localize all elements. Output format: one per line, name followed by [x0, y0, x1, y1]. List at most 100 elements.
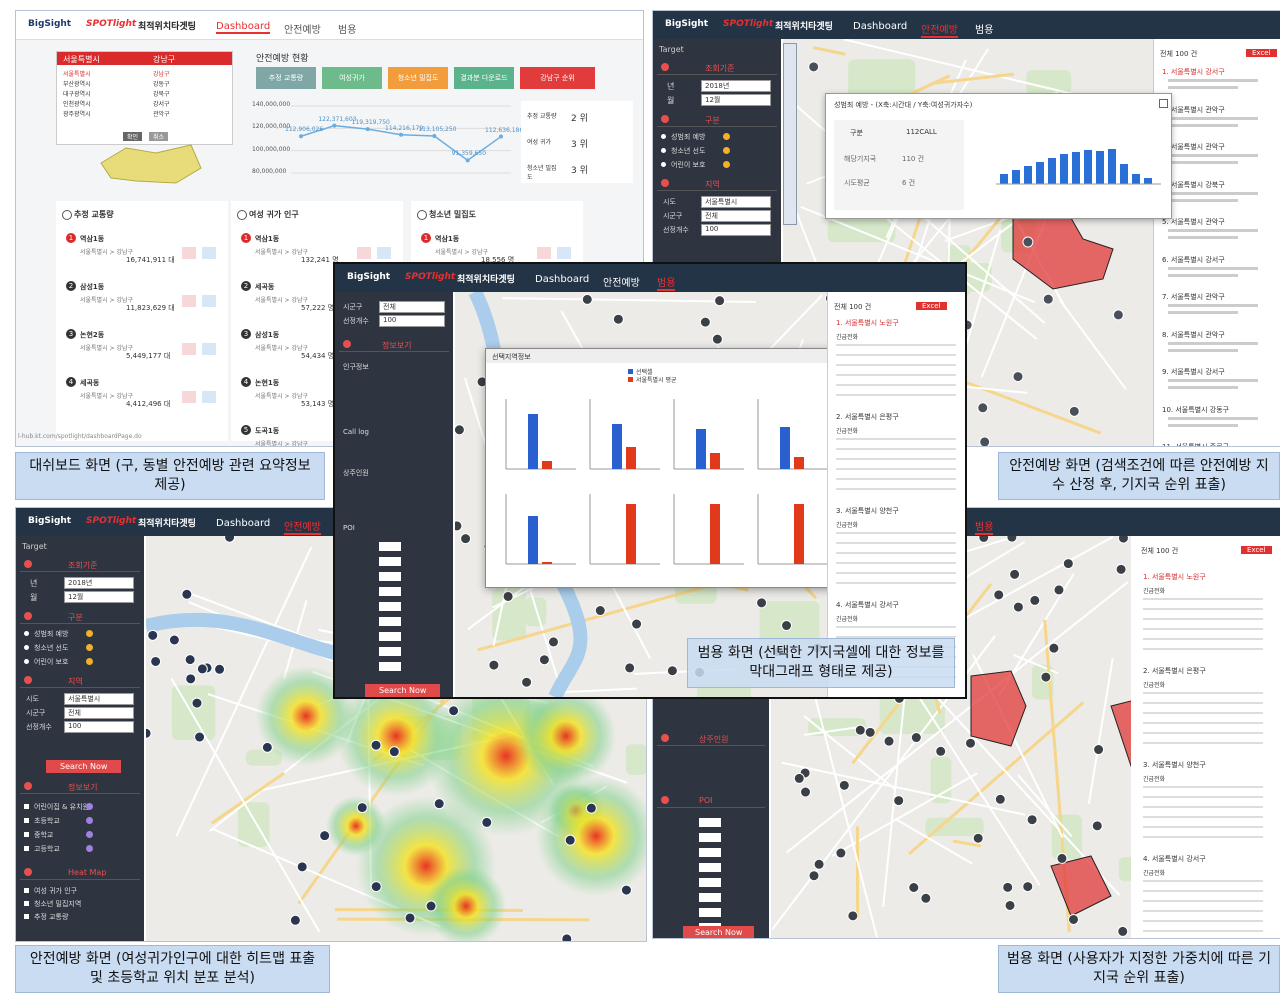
option-label[interactable]: 어린이 보호: [671, 161, 706, 169]
select-box: [379, 617, 401, 626]
result-item[interactable]: 8. 서울특별시 관악구: [1162, 330, 1225, 339]
region-option[interactable]: 서울특별시: [63, 71, 91, 78]
bar: [1036, 162, 1044, 184]
select-value[interactable]: 서울특별시: [705, 198, 738, 206]
tab-label[interactable]: 추정 교통량: [268, 74, 304, 82]
select-value[interactable]: 100: [383, 316, 397, 324]
result-item[interactable]: 11. 서울특별시 종로구: [1162, 443, 1230, 447]
result-item[interactable]: 10. 서울특별시 강동구: [1162, 405, 1230, 414]
result-item[interactable]: 6. 서울특별시 강서구: [1162, 255, 1225, 264]
section-line: [20, 571, 140, 572]
region-option[interactable]: 강북구: [153, 91, 170, 98]
layer-label[interactable]: 청소년 밀집지역: [34, 900, 82, 908]
nav-item[interactable]: 범용: [657, 274, 676, 291]
result-item[interactable]: 2. 서울특별시 관악구: [1162, 105, 1225, 114]
select-value[interactable]: 2018년: [68, 579, 93, 587]
result-item[interactable]: 4. 서울특별시 강서구: [836, 601, 899, 609]
excel-button[interactable]: Excel: [1241, 546, 1272, 554]
select-value[interactable]: 2018년: [705, 82, 730, 90]
select-value[interactable]: 전체: [383, 303, 396, 311]
result-item[interactable]: 3. 서울특별시 양천구: [836, 507, 899, 515]
result-item[interactable]: 3. 서울특별시 양천구: [1143, 761, 1206, 769]
map-marker: [433, 798, 445, 810]
result-detail: [1143, 786, 1263, 788]
tab-label[interactable]: 청소년 밀집도: [397, 74, 439, 82]
region-option[interactable]: 관악구: [153, 111, 170, 118]
tab-label[interactable]: 결과분 다운로드: [460, 74, 508, 82]
result-item[interactable]: 9. 서울특별시 강서구: [1162, 368, 1225, 376]
nav-item[interactable]: 범용: [975, 518, 994, 535]
result-item[interactable]: 1. 서울특별시 강서구: [1162, 68, 1225, 76]
result-item[interactable]: 1. 서울특별시 노원구: [836, 319, 899, 327]
region-sigungu[interactable]: 강남구: [153, 55, 176, 64]
section-icon: [661, 179, 669, 187]
excel-button[interactable]: Excel: [1246, 49, 1277, 57]
result-item[interactable]: 2. 서울특별시 은평구: [1143, 667, 1206, 675]
map-marker: [191, 697, 203, 709]
nav-item[interactable]: 범용: [338, 25, 357, 36]
option-label[interactable]: 청소년 선도: [34, 644, 69, 652]
tab-button[interactable]: 추정 교통량: [256, 67, 316, 89]
layer-label[interactable]: 중학교: [34, 831, 54, 839]
nav-item[interactable]: Dashboard: [216, 518, 271, 529]
cancel-button[interactable]: 취소: [149, 132, 169, 141]
option-label[interactable]: 성범죄 예방: [671, 133, 706, 141]
search-button[interactable]: Search Now: [365, 684, 441, 697]
select-value[interactable]: 전체: [68, 709, 81, 717]
brand: SPOTlight: [723, 19, 774, 29]
result-item[interactable]: 3. 서울특별시 관악구: [1162, 143, 1225, 151]
result-item[interactable]: 1. 서울특별시 노원구: [1143, 573, 1206, 581]
excel-button[interactable]: Excel: [916, 302, 947, 310]
layer-label[interactable]: 어린이집 & 유치원: [34, 803, 89, 811]
search-button[interactable]: Search Now: [46, 760, 122, 773]
ok-button[interactable]: 확인: [123, 132, 143, 141]
layer-label[interactable]: 고등학교: [34, 845, 60, 853]
region-option[interactable]: 강서구: [153, 101, 170, 108]
result-item[interactable]: 4. 서울특별시 강북구: [1162, 180, 1225, 189]
nav-item[interactable]: 안전예방: [921, 21, 958, 38]
tab-button[interactable]: 청소년 밀집도: [388, 67, 448, 89]
heat-blob: [426, 866, 506, 941]
result-item[interactable]: 5. 서울특별시 관악구: [1162, 218, 1225, 226]
tab-label[interactable]: 강남구 순위: [540, 74, 575, 82]
result-item[interactable]: 4. 서울특별시 강서구: [1143, 855, 1206, 863]
region-option[interactable]: 부산광역시: [63, 81, 91, 88]
option-label[interactable]: 청소년 선도: [671, 147, 706, 155]
layer-label[interactable]: 추정 교통량: [34, 913, 69, 921]
brand: SPOTlight: [86, 19, 137, 29]
select-value[interactable]: 12월: [68, 593, 84, 601]
layer-label[interactable]: 초등학교: [34, 817, 60, 825]
nav-item[interactable]: 안전예방: [603, 278, 640, 289]
region-option[interactable]: 광주광역시: [63, 111, 91, 118]
tab-button[interactable]: 여성귀가: [322, 67, 382, 89]
tab-button[interactable]: 결과분 다운로드: [454, 67, 514, 89]
caption: 범용 화면 (선택한 기지국셀에 대한 정보를 막대그래프 형태로 제공): [687, 638, 955, 688]
nav-item[interactable]: Dashboard: [535, 274, 590, 285]
nav-item[interactable]: Dashboard: [853, 21, 908, 32]
region-option[interactable]: 인천광역시: [63, 101, 91, 108]
select-value[interactable]: 서울특별시: [68, 695, 101, 703]
result-detail: [836, 344, 956, 346]
nav-item[interactable]: 범용: [975, 25, 994, 36]
region-option[interactable]: 대구광역시: [63, 91, 91, 98]
nav-item[interactable]: Dashboard: [216, 21, 271, 34]
select-value[interactable]: 12월: [705, 96, 721, 104]
select-value[interactable]: 100: [705, 225, 719, 233]
option-label[interactable]: 성범죄 예방: [34, 630, 69, 638]
result-detail: [1143, 826, 1263, 828]
tab-label[interactable]: 여성귀가: [339, 74, 365, 82]
region-option[interactable]: 강동구: [153, 81, 170, 88]
tab-button[interactable]: 강남구 순위: [520, 67, 595, 89]
region-option[interactable]: 강남구: [153, 71, 170, 78]
layer-label[interactable]: 여성 귀가 인구: [34, 887, 78, 895]
region-sido[interactable]: 서울특별시: [63, 55, 100, 64]
result-item[interactable]: 2. 서울특별시 은평구: [836, 413, 899, 421]
result-item[interactable]: 7. 서울특별시 관악구: [1162, 293, 1225, 301]
option-label[interactable]: 어린이 보호: [34, 658, 69, 666]
search-button[interactable]: Search Now: [683, 926, 755, 938]
select-value[interactable]: 전체: [705, 212, 718, 220]
nav-item[interactable]: 안전예방: [284, 25, 321, 36]
nav-item[interactable]: 안전예방: [284, 518, 321, 535]
close-button[interactable]: [1159, 99, 1168, 108]
select-value[interactable]: 100: [68, 722, 82, 730]
